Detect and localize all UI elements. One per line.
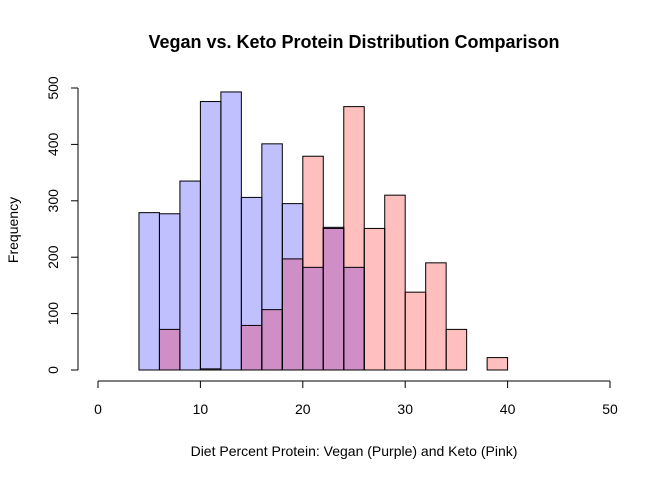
series-2-bar <box>302 156 324 268</box>
series-1-bar <box>302 267 324 370</box>
x-tick-label: 10 <box>193 401 209 417</box>
series-1-bar <box>179 181 201 370</box>
series-2-bar-outline <box>486 357 509 371</box>
series-1-bar <box>261 143 283 370</box>
series-2-bar-outline <box>384 194 406 371</box>
bars-layer <box>138 91 509 371</box>
y-tick-label: 400 <box>45 133 61 157</box>
series-2-bar <box>343 106 365 268</box>
series-2-bar <box>425 262 447 370</box>
series-1-bar <box>241 197 262 370</box>
series-1-bar <box>343 267 365 370</box>
series-1-bar <box>200 101 221 370</box>
series-1-bar <box>220 91 242 370</box>
series-1-bar <box>159 213 180 370</box>
series-1-bar <box>138 212 160 370</box>
x-axis-label: Diet Percent Protein: Vegan (Purple) and… <box>191 443 518 459</box>
x-tick-label: 20 <box>295 401 311 417</box>
y-tick-label: 500 <box>45 76 61 100</box>
y-tick-label: 300 <box>45 189 61 213</box>
series-2-bar-outline <box>199 368 222 371</box>
x-tick-label: 0 <box>94 401 102 417</box>
chart-title: Vegan vs. Keto Protein Distribution Comp… <box>148 32 559 52</box>
y-tick-label: 200 <box>45 245 61 269</box>
series-2-bar <box>364 228 385 370</box>
series-1-bar <box>323 227 344 370</box>
series-2-bar-outline <box>425 262 447 371</box>
series-2-bar <box>384 195 406 370</box>
x-tick-label: 40 <box>500 401 516 417</box>
series-2-bar <box>487 357 508 370</box>
x-tick-label: 50 <box>602 401 618 417</box>
x-tick-label: 30 <box>397 401 413 417</box>
y-tick-label: 100 <box>45 302 61 326</box>
series-2-bar-outline <box>158 328 181 371</box>
series-2-bar <box>446 329 467 370</box>
y-tick-label: 0 <box>45 366 61 374</box>
series-2-bar <box>405 292 426 370</box>
series-1-bar <box>282 203 303 370</box>
series-2-bar-outline <box>445 328 468 371</box>
y-axis-label: Frequency <box>5 197 21 263</box>
